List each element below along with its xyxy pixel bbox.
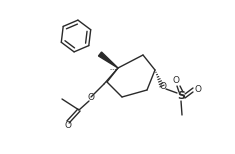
Polygon shape bbox=[98, 52, 118, 68]
Text: O: O bbox=[195, 85, 201, 93]
Text: O: O bbox=[64, 120, 71, 130]
Text: O: O bbox=[87, 93, 94, 101]
Text: ····: ···· bbox=[109, 67, 117, 73]
Text: O: O bbox=[172, 75, 180, 85]
Text: S: S bbox=[177, 91, 185, 101]
Text: O: O bbox=[160, 81, 167, 91]
